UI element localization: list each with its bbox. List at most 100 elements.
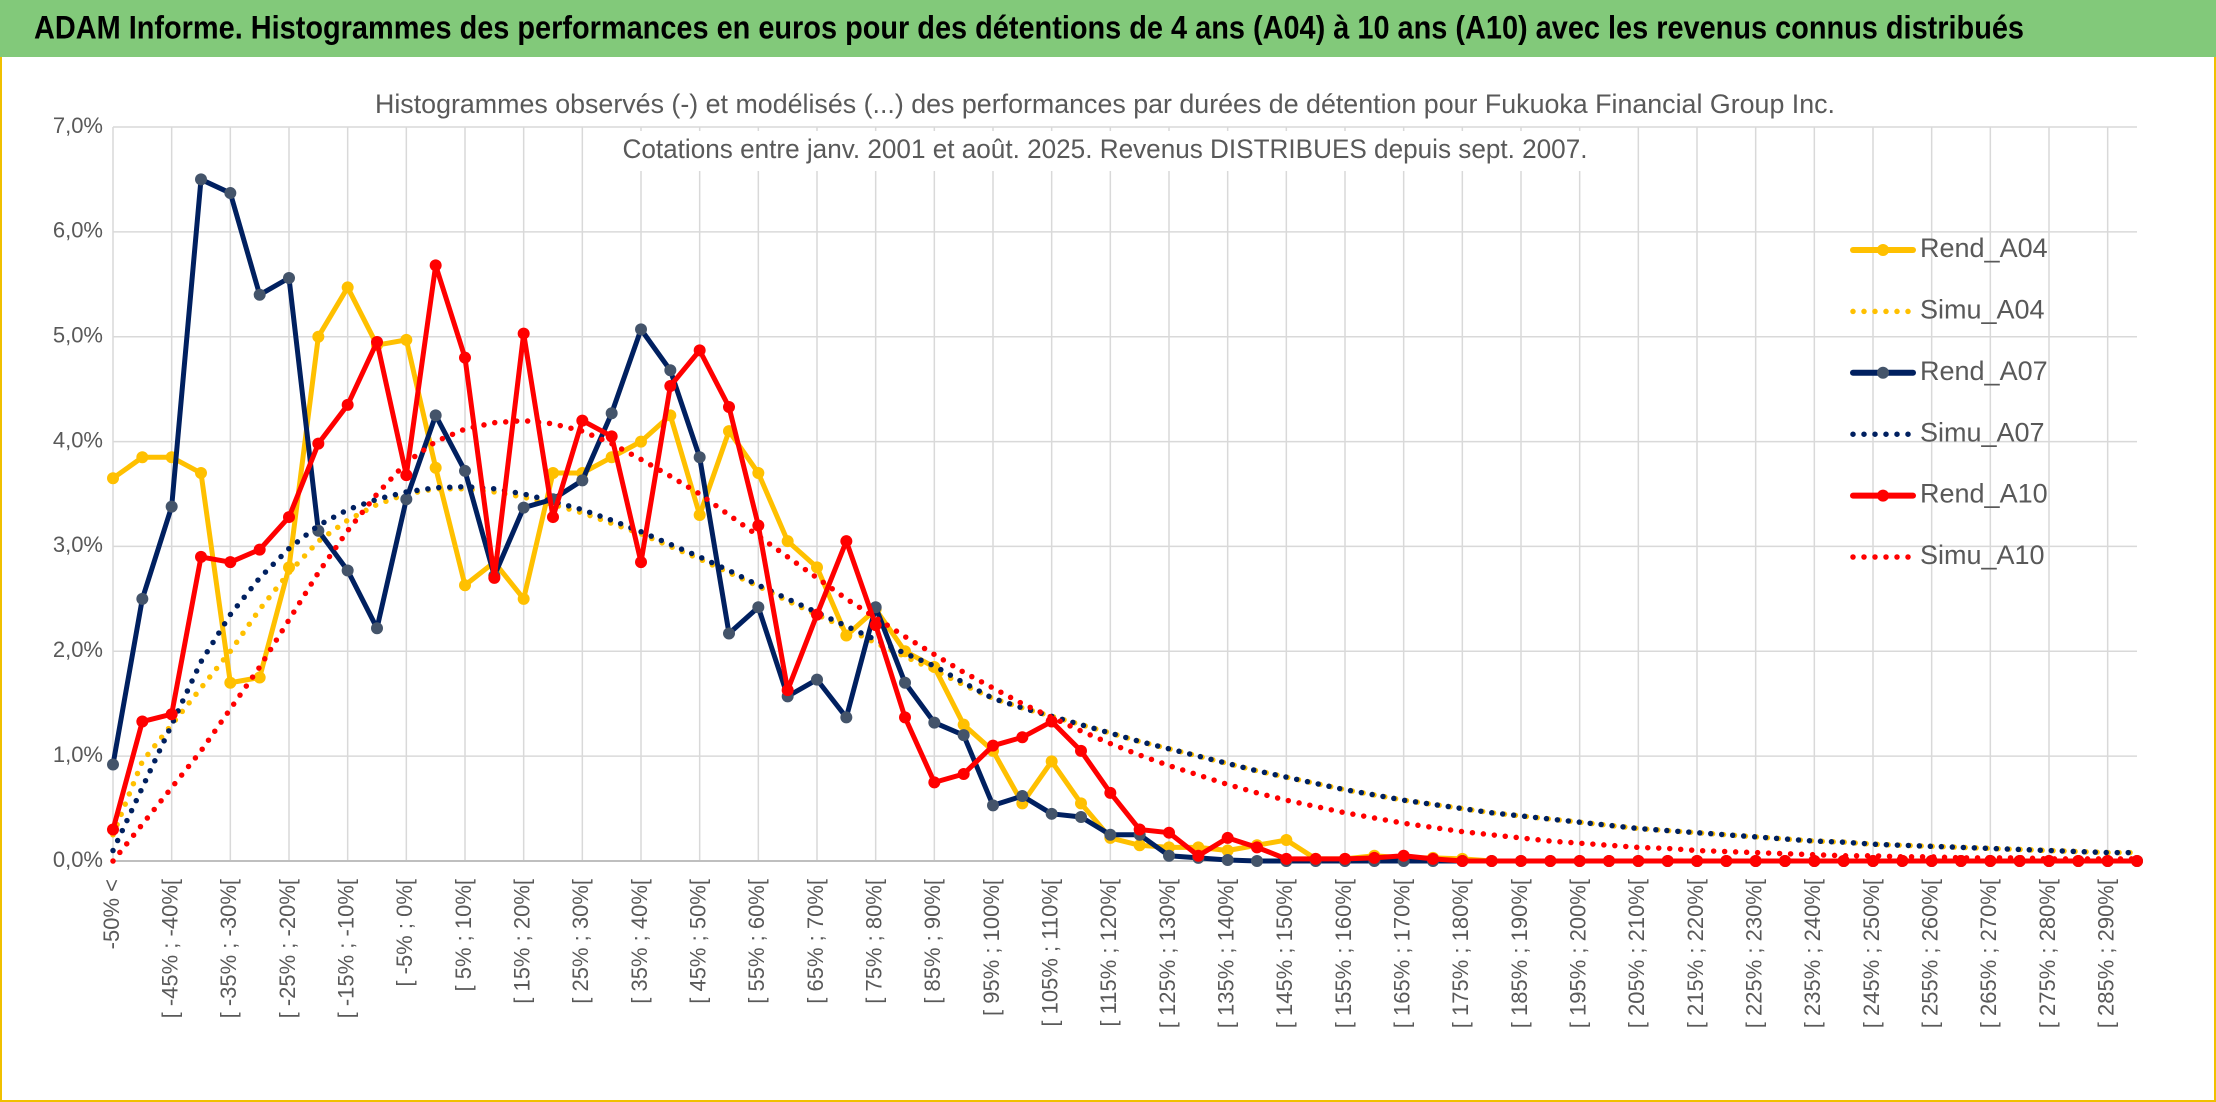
data-point [928, 716, 941, 729]
data-point [429, 461, 442, 474]
y-tick-label: 6,0% [53, 218, 103, 243]
observed-line [110, 262, 2140, 864]
data-point [1075, 744, 1087, 757]
data-point [1661, 855, 1674, 867]
data-point [1221, 844, 1234, 857]
data-point [1544, 855, 1557, 867]
data-point [400, 469, 413, 482]
data-point [576, 474, 589, 487]
simulated-line [110, 483, 2140, 856]
data-point [987, 799, 999, 812]
x-tick-label: [ 245% ; 250%[ [1859, 879, 1884, 1028]
legend-marker [1877, 244, 1889, 256]
simulated-line [110, 417, 2140, 864]
data-point [957, 718, 970, 731]
data-point [635, 556, 647, 569]
data-point [899, 676, 911, 689]
data-point [693, 508, 706, 521]
data-point [224, 556, 237, 569]
legend-label: Rend_A04 [1920, 233, 2048, 263]
page-title: ADAM Informe. Histogrammes des performan… [34, 9, 2024, 45]
data-point [547, 467, 559, 480]
x-tick-label: [ -35% ; -30%[ [216, 879, 241, 1018]
x-tick-label: [ 155% ; 160%[ [1331, 879, 1356, 1028]
data-point [517, 501, 530, 514]
x-tick-label: [ -15% ; -10%[ [333, 879, 358, 1018]
data-point [1133, 839, 1146, 852]
data-point [165, 708, 178, 721]
x-tick-label: [ 195% ; 200%[ [1565, 879, 1590, 1028]
data-point [136, 451, 149, 464]
data-point [1016, 789, 1029, 802]
x-tick-label: [ 115% ; 120%[ [1096, 879, 1121, 1027]
subtitle-bg [610, 131, 1600, 171]
data-point [224, 676, 237, 689]
x-tick-label: [ 95% ; 100%[ [979, 879, 1004, 1016]
data-point [371, 335, 383, 348]
data-point [957, 767, 970, 780]
data-point [1749, 855, 1762, 867]
data-point [107, 823, 119, 836]
x-tick-label: [ 205% ; 210%[ [1624, 879, 1649, 1028]
data-point [723, 627, 735, 640]
data-point [517, 592, 530, 605]
x-tick-label: [ 215% ; 220%[ [1683, 879, 1708, 1028]
x-tick-label: [ 75% ; 80%[ [861, 879, 886, 1004]
legend: Rend_A04 Simu_A04 Rend_A07 Simu_A07 Rend_A10… [1850, 233, 2048, 570]
data-point [341, 398, 354, 411]
x-tick-label: [ 225% ; 230%[ [1741, 879, 1766, 1028]
data-point [664, 364, 677, 377]
chart-subtitle: Cotations entre janv. 2001 et août. 2025… [623, 134, 1588, 164]
data-point [1251, 855, 1263, 867]
x-tick-label: [ 275% ; 280%[ [2035, 879, 2060, 1028]
data-point [635, 323, 647, 336]
data-point [869, 619, 882, 632]
x-tick-label: [ -5% ; 0%[ [392, 879, 417, 987]
x-tick-label: [ 65% ; 70%[ [803, 879, 828, 1004]
data-point [459, 351, 471, 364]
data-point [2101, 855, 2114, 867]
data-point [1339, 852, 1351, 865]
data-point [1104, 828, 1117, 841]
data-point [1251, 841, 1263, 854]
data-point [195, 173, 207, 186]
data-point [840, 711, 853, 724]
data-point [107, 758, 119, 771]
data-point [283, 561, 295, 574]
data-point [693, 451, 706, 464]
x-tick-label: [ -25% ; -20%[ [275, 879, 300, 1018]
data-point [1045, 807, 1058, 820]
data-point [781, 535, 794, 548]
data-point [1016, 731, 1029, 744]
chart-title: Histogrammes observés (-) et modélisés (… [375, 89, 1835, 119]
legend-label: Rend_A07 [1920, 356, 2048, 386]
x-tick-label: -50% < [99, 879, 124, 949]
x-tick-label: [ 135% ; 140%[ [1213, 879, 1238, 1028]
data-point [107, 472, 119, 485]
data-point [400, 333, 413, 346]
data-point [840, 629, 853, 642]
data-point [1280, 834, 1293, 847]
data-point [1163, 841, 1175, 854]
data-point [1867, 855, 1879, 867]
data-point [1456, 855, 1469, 867]
data-point [1045, 755, 1058, 768]
data-point [517, 327, 530, 340]
data-point [1075, 810, 1087, 823]
data-point [429, 409, 442, 422]
data-point [1309, 852, 1322, 865]
data-point [1397, 849, 1410, 862]
x-tick-label: [ 55% ; 60%[ [744, 879, 769, 1004]
data-point [693, 344, 706, 357]
data-point [752, 467, 765, 480]
title-bg [370, 86, 1840, 126]
data-point [341, 281, 354, 294]
data-point [253, 543, 266, 556]
data-point [1691, 855, 1703, 867]
data-point [811, 608, 823, 621]
y-tick-label: 3,0% [53, 532, 103, 557]
data-point [811, 561, 823, 574]
data-point [752, 519, 765, 532]
data-point [1603, 855, 1615, 867]
